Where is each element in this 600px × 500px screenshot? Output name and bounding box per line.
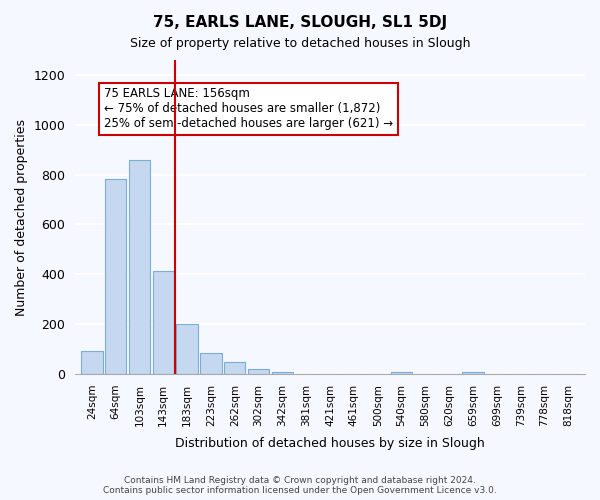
Bar xyxy=(81,351,103,374)
Bar xyxy=(200,353,221,374)
Bar xyxy=(176,324,198,374)
Bar xyxy=(152,271,174,374)
Bar xyxy=(224,362,245,374)
Bar xyxy=(105,179,127,374)
Text: Contains HM Land Registry data © Crown copyright and database right 2024.
Contai: Contains HM Land Registry data © Crown c… xyxy=(103,476,497,495)
Bar xyxy=(248,368,269,374)
Text: 75 EARLS LANE: 156sqm
← 75% of detached houses are smaller (1,872)
25% of semi-d: 75 EARLS LANE: 156sqm ← 75% of detached … xyxy=(104,88,393,130)
Text: 75, EARLS LANE, SLOUGH, SL1 5DJ: 75, EARLS LANE, SLOUGH, SL1 5DJ xyxy=(153,15,447,30)
Bar xyxy=(272,372,293,374)
Bar xyxy=(391,372,412,374)
Bar xyxy=(463,372,484,374)
X-axis label: Distribution of detached houses by size in Slough: Distribution of detached houses by size … xyxy=(175,437,485,450)
Bar xyxy=(129,160,150,374)
Y-axis label: Number of detached properties: Number of detached properties xyxy=(15,118,28,316)
Text: Size of property relative to detached houses in Slough: Size of property relative to detached ho… xyxy=(130,38,470,51)
